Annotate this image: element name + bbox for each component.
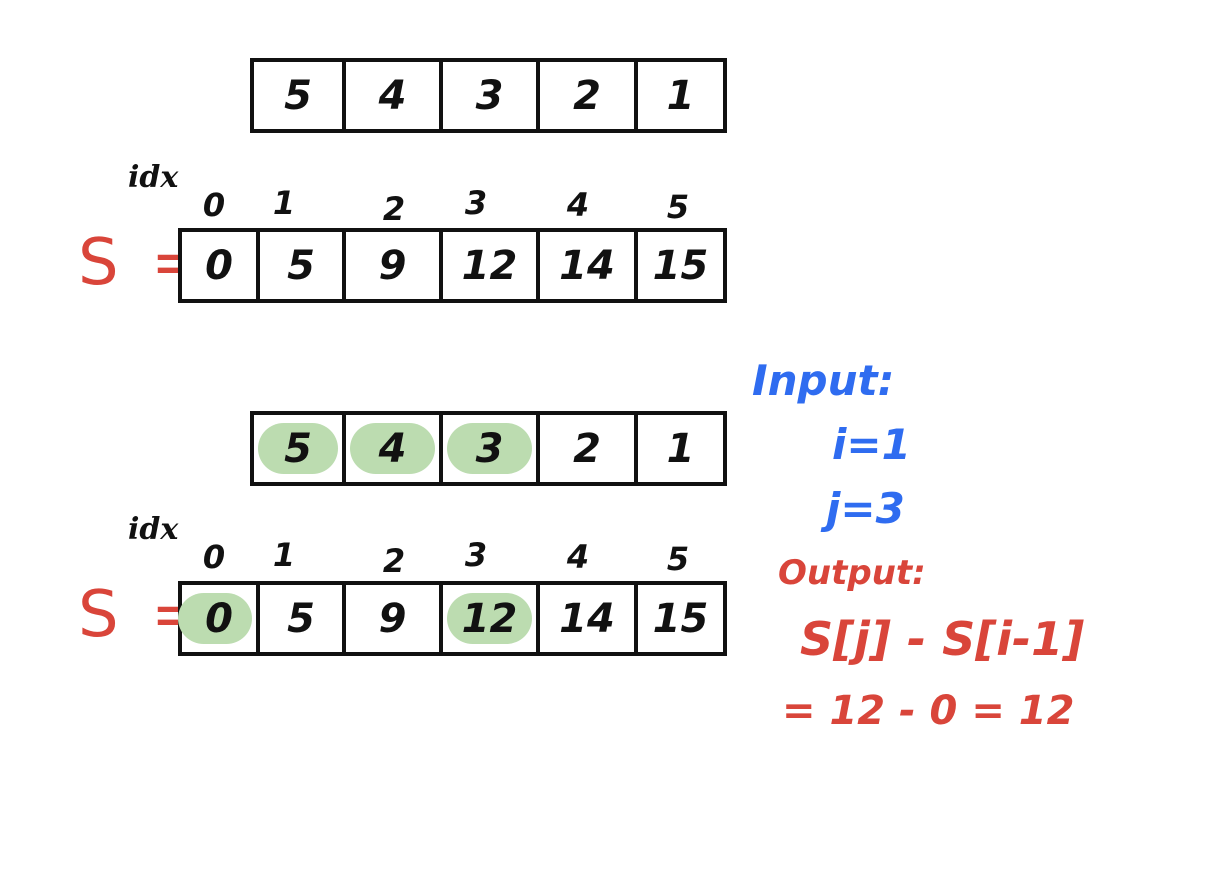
array-cell: 2 [536, 62, 634, 129]
array-cell: 2 [536, 415, 634, 482]
prefix-value: 15 [652, 242, 709, 289]
input-j: j=3 [826, 484, 905, 533]
prefix-value: 5 [287, 595, 315, 642]
prefix-value: 5 [287, 242, 315, 289]
prefix-cell: 15 [634, 585, 723, 652]
index-number: 3 [464, 184, 488, 222]
prefix-cell: 14 [536, 232, 634, 299]
prefix-value: 14 [559, 595, 615, 642]
highlight [447, 593, 532, 644]
output-label: Output: [778, 553, 926, 593]
prefix-cell: 14 [536, 585, 634, 652]
idx-label: idx [128, 160, 179, 195]
prefix-value: 0 [205, 595, 233, 642]
index-number: 3 [464, 536, 488, 574]
prefix-cell: 9 [342, 585, 439, 652]
array-value: 3 [475, 72, 504, 119]
formula: S[j] - S[i-1] [800, 612, 1085, 666]
prefix-cell: 0 [182, 232, 256, 299]
index-number: 1 [272, 536, 296, 574]
index-number: 0 [202, 538, 226, 576]
prefix-cell: 0 [178, 585, 256, 652]
prefix-cell: 5 [256, 585, 342, 652]
prefix-value: 9 [378, 595, 407, 642]
prefix-value: 12 [461, 242, 518, 289]
highlight [350, 423, 435, 474]
result: = 12 - 0 = 12 [782, 688, 1075, 734]
prefix-value: 9 [378, 242, 407, 289]
prefix-value: 14 [559, 242, 615, 289]
index-number: 4 [566, 538, 590, 576]
array-value: 2 [573, 72, 601, 119]
prefix-value: 12 [461, 595, 518, 642]
array-value: 5 [284, 425, 312, 472]
highlight [258, 423, 338, 474]
index-number: 5 [666, 540, 690, 578]
array-cell: 1 [634, 62, 723, 129]
prefix-value: 0 [205, 242, 233, 289]
array-value: 2 [573, 425, 601, 472]
prefix-cell: 12 [439, 232, 536, 299]
input-i: i=1 [832, 420, 911, 469]
array-cell: 1 [634, 415, 723, 482]
highlight [447, 423, 532, 474]
input-label: Input: [752, 356, 895, 405]
prefix-cell: 9 [342, 232, 439, 299]
array-cell: 4 [342, 415, 439, 482]
prefix-value: 15 [652, 595, 709, 642]
bottom-array: 5 4 3 2 1 [250, 411, 727, 486]
prefix-cell: 15 [634, 232, 723, 299]
idx-label: idx [128, 512, 179, 547]
highlight [178, 593, 252, 644]
array-cell: 5 [254, 62, 342, 129]
bottom-prefix-array: 0 5 9 12 14 15 [178, 581, 727, 656]
index-number: 2 [382, 190, 406, 228]
array-cell: 3 [439, 62, 536, 129]
index-number: 1 [272, 184, 296, 222]
array-value: 1 [666, 72, 695, 119]
array-cell: 5 [254, 415, 342, 482]
index-number: 4 [566, 186, 590, 224]
array-value: 3 [475, 425, 504, 472]
array-value: 4 [378, 425, 407, 472]
array-cell: 4 [342, 62, 439, 129]
index-number: 5 [666, 188, 690, 226]
array-value: 5 [284, 72, 312, 119]
prefix-cell: 5 [256, 232, 342, 299]
array-value: 4 [378, 72, 407, 119]
index-number: 0 [202, 186, 226, 224]
top-prefix-array: 0 5 9 12 14 15 [178, 228, 727, 303]
top-array: 5 4 3 2 1 [250, 58, 727, 133]
array-value: 1 [666, 425, 695, 472]
array-cell: 3 [439, 415, 536, 482]
index-number: 2 [382, 542, 406, 580]
prefix-cell: 12 [439, 585, 536, 652]
